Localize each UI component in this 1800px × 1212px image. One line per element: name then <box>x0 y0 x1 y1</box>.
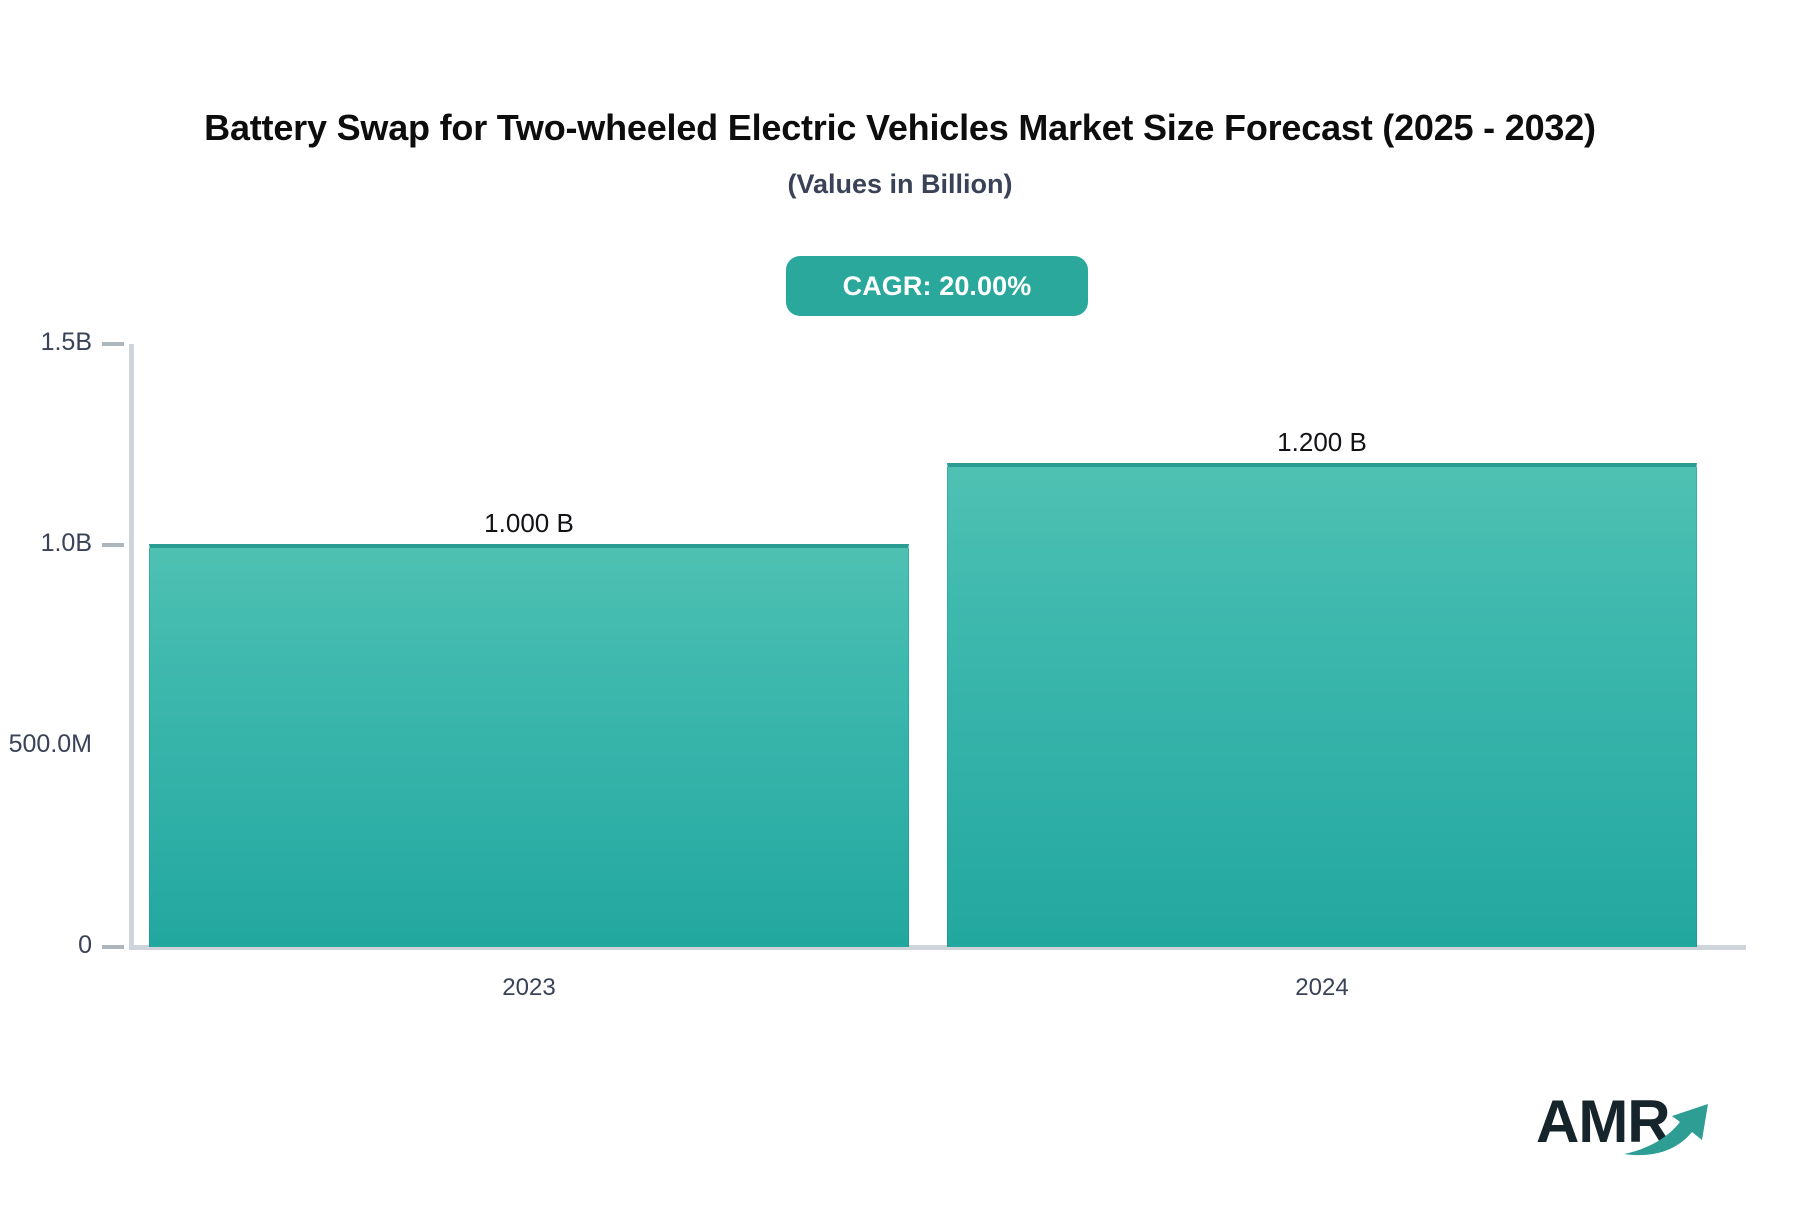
bar-2024[interactable] <box>947 463 1697 947</box>
cagr-badge: CAGR: 20.00% <box>786 256 1088 316</box>
amr-logo: AMR <box>1536 1086 1716 1170</box>
y-tick-0: 0 <box>0 931 129 959</box>
x-tick-label-2023: 2023 <box>502 974 556 1001</box>
y-tick-500.0M: 500.0M <box>0 730 129 758</box>
y-tick-1.5B: 1.5B <box>0 328 129 356</box>
y-tick-label: 1.0B <box>40 529 92 557</box>
amr-logo-text: AMR <box>1536 1088 1671 1155</box>
y-tick-label: 0 <box>78 931 92 959</box>
growth-arrow-icon <box>1624 1104 1708 1156</box>
y-tick-mark-icon <box>102 543 124 547</box>
y-axis-line <box>129 344 134 947</box>
chart-subtitle: (Values in Billion) <box>787 168 1013 199</box>
y-tick-1.0B: 1.0B <box>0 529 129 557</box>
y-tick-mark-icon <box>102 342 124 346</box>
bar-2023[interactable] <box>149 544 909 947</box>
x-tick-label-2024: 2024 <box>1295 974 1349 1001</box>
bar-value-label-2024: 1.200 B <box>1277 427 1367 457</box>
chart-title: Battery Swap for Two-wheeled Electric Ve… <box>204 107 1596 148</box>
y-tick-mark-icon <box>102 945 124 949</box>
y-tick-label: 500.0M <box>8 730 92 758</box>
bar-value-label-2023: 1.000 B <box>484 508 574 538</box>
chart-header: Battery Swap for Two-wheeled Electric Ve… <box>160 104 1640 200</box>
y-tick-label: 1.5B <box>40 328 92 356</box>
x-axis-line <box>129 945 1746 950</box>
